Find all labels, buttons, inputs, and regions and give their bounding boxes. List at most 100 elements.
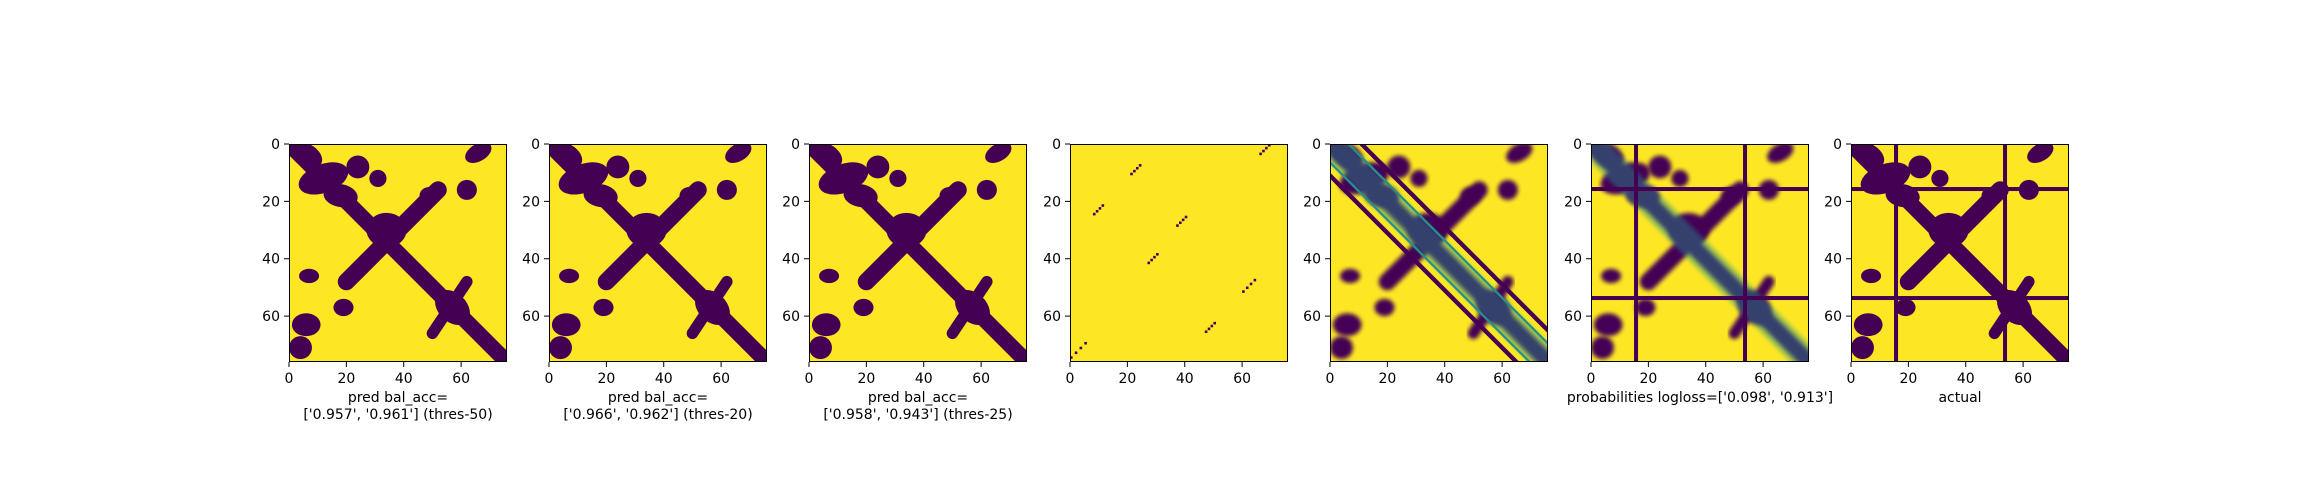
heatmap-image — [809, 144, 1027, 362]
y-tick-label: 60 — [522, 309, 540, 325]
y-tick-label: 20 — [782, 194, 800, 210]
contact-pixel — [1092, 212, 1096, 216]
contact-blob — [1497, 179, 1518, 200]
contact-blob — [1861, 268, 1882, 284]
y-tick-label: 60 — [262, 309, 280, 325]
y-tick-label: 20 — [522, 194, 540, 210]
contact-blob — [629, 169, 647, 188]
contact-blob — [583, 183, 618, 208]
contact-blob — [1851, 336, 1874, 360]
contact-pixel — [1262, 149, 1265, 153]
contact-pixel — [1101, 204, 1105, 207]
y-tick-label: 0 — [1312, 137, 1321, 153]
x-tick-label: 0 — [285, 371, 294, 387]
x-tick-label: 40 — [1176, 371, 1194, 387]
contact-pixel — [1249, 282, 1253, 286]
y-tick-label: 0 — [1573, 137, 1582, 153]
x-tick-label: 0 — [1066, 371, 1075, 387]
contact-band — [1330, 172, 1520, 362]
contact-pixel — [1176, 224, 1179, 227]
panel-caption-line: pred bal_acc= — [868, 390, 968, 406]
masked-col — [2003, 144, 2008, 362]
contact-blob — [1410, 169, 1428, 188]
contact-band — [686, 275, 733, 340]
contact-band — [1330, 144, 1548, 362]
heatmap-background — [1070, 144, 1288, 362]
contact-blob — [346, 155, 370, 179]
contact-blob — [939, 187, 960, 205]
contact-blob — [593, 298, 614, 317]
contact-pixel — [1150, 258, 1153, 262]
contact-pixel — [1095, 209, 1099, 213]
contact-blob — [2027, 144, 2054, 163]
x-tick-label: 60 — [972, 371, 990, 387]
contact-blob — [1506, 144, 1533, 163]
heatmap-image — [1591, 144, 1809, 362]
contact-blob — [853, 298, 874, 317]
y-tick-label: 40 — [262, 252, 280, 268]
x-tick-label: 0 — [1326, 371, 1335, 387]
masked-row — [1851, 187, 2069, 192]
contact-pixel — [1265, 146, 1268, 150]
x-tick-label: 20 — [1378, 371, 1396, 387]
contact-pixel — [1267, 144, 1271, 147]
contact-pixel — [1181, 218, 1185, 222]
contact-blob — [626, 212, 667, 248]
contact-band — [1346, 144, 1548, 346]
axes-frame — [1591, 144, 1809, 362]
masked-col — [1743, 144, 1748, 362]
contact-blob — [1853, 313, 1883, 337]
contact-blob — [456, 179, 477, 200]
x-tick-label: 20 — [1639, 371, 1657, 387]
masked-row — [1591, 187, 1809, 192]
contact-pixel — [1135, 166, 1139, 170]
panel-caption-line: pred bal_acc= — [348, 390, 448, 406]
contact-blob — [886, 212, 927, 248]
y-tick-label: 60 — [1043, 309, 1061, 325]
y-tick-label: 0 — [1052, 137, 1061, 153]
axes-frame — [1330, 144, 1548, 362]
contact-blob — [1332, 313, 1362, 337]
y-tick-label: 20 — [1303, 194, 1321, 210]
contact-blob — [1460, 187, 1481, 205]
x-tick-label: 40 — [395, 371, 413, 387]
contact-pixel — [1153, 255, 1156, 259]
contact-pixel — [1253, 278, 1257, 282]
x-tick-label: 60 — [1754, 371, 1772, 387]
contact-pixel — [1213, 321, 1217, 325]
panel-4: 0 20 40 60 0 20 40 60 — [1043, 137, 1288, 387]
heatmap-image — [289, 144, 507, 362]
contact-blob — [1931, 169, 1949, 188]
masked-col — [1634, 144, 1639, 362]
contact-pixel — [1204, 330, 1208, 334]
masked-row — [1851, 296, 2069, 301]
contact-blob — [366, 212, 407, 248]
x-tick-label: 20 — [1899, 371, 1917, 387]
y-tick-label: 0 — [531, 137, 540, 153]
x-tick-label: 60 — [2014, 371, 2032, 387]
contact-band — [1330, 160, 1532, 362]
panel-caption-line: actual — [1938, 390, 1981, 406]
x-tick-label: 60 — [1233, 371, 1251, 387]
heatmap-image — [549, 144, 767, 362]
contact-pixel — [1147, 261, 1151, 265]
contact-blob — [290, 144, 323, 169]
contact-blob — [559, 268, 580, 284]
x-tick-label: 20 — [597, 371, 615, 387]
contact-blob — [810, 144, 843, 169]
contact-blob — [1928, 212, 1969, 248]
contact-band — [426, 275, 473, 340]
contact-blob — [549, 336, 572, 360]
y-tick-label: 0 — [271, 137, 280, 153]
contact-blob — [606, 155, 630, 179]
y-tick-label: 20 — [1043, 194, 1061, 210]
panel-caption-line: probabilities logloss=['0.098', '0.913'] — [1567, 390, 1833, 406]
contact-pixel — [1179, 221, 1182, 225]
contact-blob — [550, 144, 583, 169]
contact-pixel — [1259, 152, 1262, 156]
x-tick-label: 0 — [1587, 371, 1596, 387]
contact-pixel — [1098, 207, 1102, 210]
contact-band — [1988, 275, 2035, 340]
